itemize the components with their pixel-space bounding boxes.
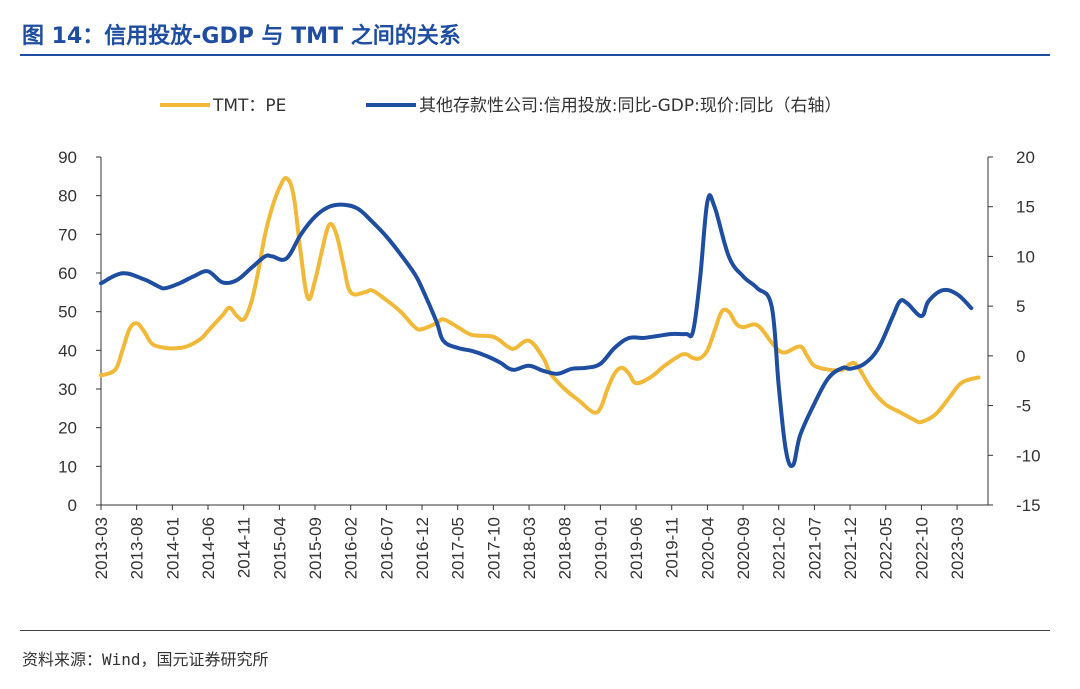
x-tick-label: 2016-02 bbox=[342, 517, 361, 579]
source-note: 资料来源：Wind，国元证券研究所 bbox=[22, 650, 269, 669]
x-tick-label: 2016-07 bbox=[377, 517, 396, 579]
right-tick-label: 0 bbox=[1016, 347, 1025, 366]
x-tick-label: 2019-11 bbox=[663, 517, 682, 578]
x-tick-label: 2015-09 bbox=[306, 517, 325, 579]
x-tick-label: 2022-05 bbox=[877, 517, 896, 579]
x-tick-label: 2021-07 bbox=[805, 517, 824, 579]
series-line-credit bbox=[99, 193, 974, 469]
x-tick-label: 2020-09 bbox=[734, 517, 753, 579]
right-tick-label: 15 bbox=[1016, 198, 1035, 217]
legend-label-credit: 其他存款性公司:信用投放:同比-GDP:现价:同比（右轴） bbox=[419, 96, 842, 116]
right-tick-label: -15 bbox=[1016, 496, 1041, 515]
right-tick-label: 10 bbox=[1016, 247, 1035, 266]
left-tick-label: 60 bbox=[58, 264, 77, 283]
chart-title: 图 14：信用投放-GDP 与 TMT 之间的关系 bbox=[22, 24, 461, 49]
x-tick-label: 2020-04 bbox=[698, 517, 717, 579]
right-tick-label: -5 bbox=[1016, 397, 1031, 416]
series-line-pe bbox=[99, 176, 981, 425]
right-tick-label: 5 bbox=[1016, 297, 1025, 316]
x-tick-label: 2013-08 bbox=[128, 517, 147, 579]
x-tick-label: 2018-03 bbox=[520, 517, 539, 579]
left-tick-label: 0 bbox=[68, 496, 77, 515]
x-tick-label: 2016-12 bbox=[413, 517, 432, 579]
footer-rule bbox=[20, 630, 1050, 631]
left-tick-label: 90 bbox=[58, 148, 77, 167]
x-tick-label: 2021-02 bbox=[770, 517, 789, 579]
left-tick-label: 30 bbox=[58, 380, 77, 399]
left-tick-label: 50 bbox=[58, 303, 77, 322]
legend-label-pe: TMT：PE bbox=[212, 96, 286, 116]
left-tick-label: 20 bbox=[58, 419, 77, 438]
x-tick-label: 2014-01 bbox=[163, 517, 182, 579]
left-tick-label: 80 bbox=[58, 187, 77, 206]
x-tick-label: 2017-05 bbox=[449, 517, 468, 579]
x-tick-label: 2014-11 bbox=[235, 517, 254, 578]
left-tick-label: 10 bbox=[58, 457, 77, 476]
x-tick-label: 2017-10 bbox=[484, 517, 503, 579]
axes: 0 10 20 30 40 50 60 70 80 90 -15 -10 -5 0 5 10 15 20 2013-… bbox=[58, 148, 1041, 579]
x-tick-label: 2023-03 bbox=[948, 517, 967, 579]
series-layer bbox=[99, 176, 981, 469]
x-tick-label: 2013-03 bbox=[92, 517, 111, 579]
legend: TMT：PE 其他存款性公司:信用投放:同比-GDP:现价:同比（右轴） bbox=[160, 96, 842, 116]
x-tick-label: 2019-06 bbox=[627, 517, 646, 579]
x-tick-label: 2015-04 bbox=[270, 517, 289, 579]
left-tick-label: 40 bbox=[58, 341, 77, 360]
right-tick-label: -10 bbox=[1016, 446, 1041, 465]
left-tick-label: 70 bbox=[58, 225, 77, 244]
x-tick-label: 2014-06 bbox=[199, 517, 218, 579]
x-tick-label: 2018-08 bbox=[556, 517, 575, 579]
right-tick-label: 20 bbox=[1016, 148, 1035, 167]
x-tick-label: 2019-01 bbox=[591, 517, 610, 579]
x-tick-label: 2022-10 bbox=[912, 517, 931, 579]
x-tick-label: 2021-12 bbox=[841, 517, 860, 579]
title-rule bbox=[20, 54, 1050, 56]
